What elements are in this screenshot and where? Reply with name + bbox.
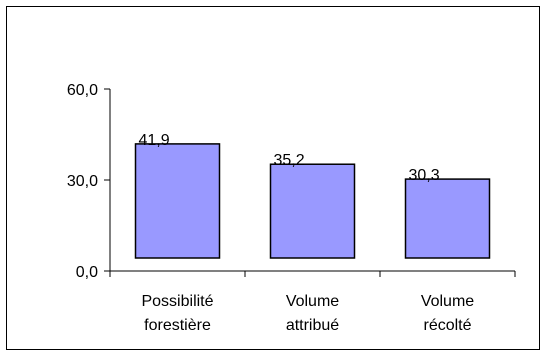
data-label: 35,2 [274,152,305,169]
bar [134,143,221,259]
bar [404,178,491,259]
y-tick-label: 60,0 [67,82,98,99]
y-tick-label: 0,0 [76,264,98,281]
bar [269,163,356,259]
x-category-label: Volume [286,293,339,310]
x-category-label: Possibilité [141,293,213,310]
data-label: 41,9 [139,132,170,149]
x-category-label: attribué [286,317,339,334]
y-tick-label: 30,0 [67,173,98,190]
bars [134,143,491,259]
x-category-label: récolté [423,317,471,334]
x-category-label: forestière [144,317,211,334]
labels: 41,9 Possibilité forestière 35,2 Volume attri… [139,132,475,334]
data-label: 30,3 [409,167,440,184]
axes: 0,0 30,0 60,0 [67,82,516,281]
x-category-label: Volume [421,293,474,310]
